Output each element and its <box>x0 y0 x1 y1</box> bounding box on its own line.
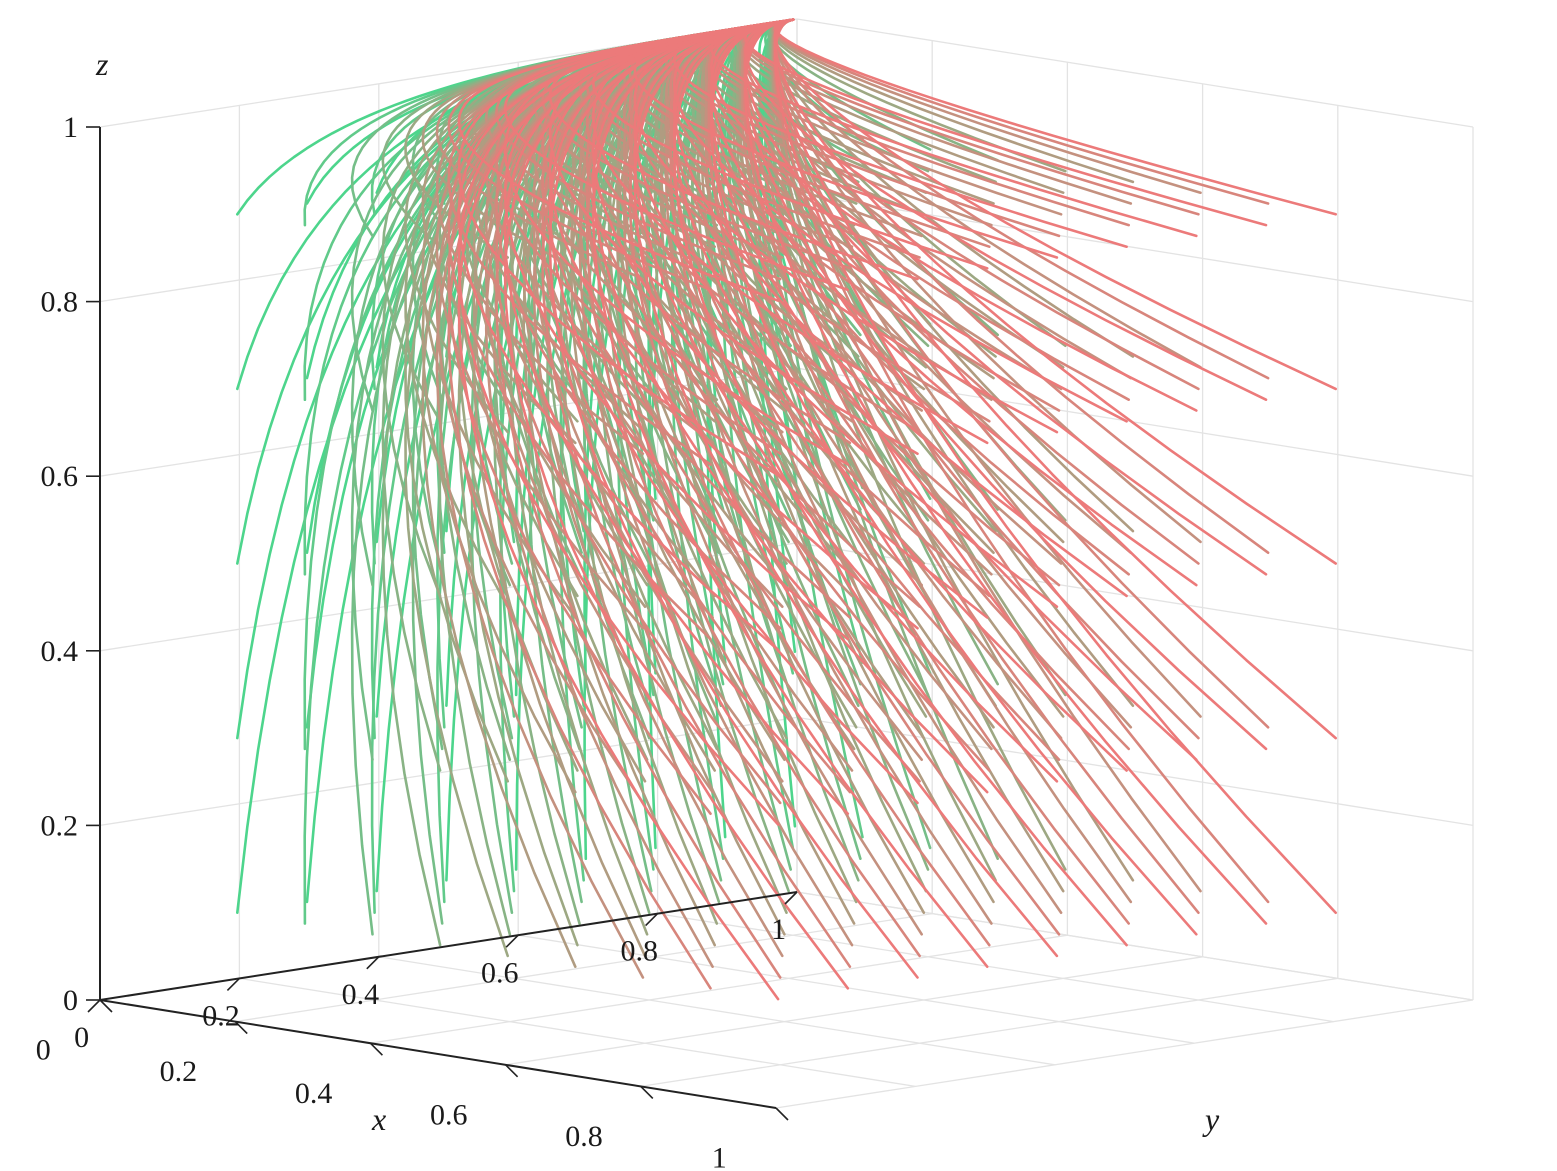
x-tick-label: 0.6 <box>430 1098 468 1131</box>
z-tick-label: 0.8 <box>41 286 79 319</box>
floor-grid-y <box>796 891 1474 1001</box>
y-tick-label: 0 <box>74 1021 89 1054</box>
y-tick <box>645 913 659 927</box>
y-axis-line <box>99 891 798 1001</box>
z-tick-label: 0.2 <box>41 809 79 842</box>
trajectories <box>236 18 1337 1001</box>
x-tick-label: 0.4 <box>295 1077 333 1110</box>
y-tick <box>505 934 519 948</box>
back-wall-grid-z <box>796 367 1474 477</box>
y-tick <box>226 977 240 991</box>
x-tick-label: 0.8 <box>565 1120 603 1153</box>
floor-grid-y <box>378 956 1055 1066</box>
back-wall-grid-z <box>796 716 1474 827</box>
z-tick-label: 1 <box>63 111 78 144</box>
x-axis-line <box>99 999 777 1109</box>
floor-grid-x <box>775 999 1474 1109</box>
back-wall-grid-z <box>796 192 1474 303</box>
y-tick-label: 0.8 <box>620 935 658 968</box>
trajectory <box>774 18 1337 216</box>
left-wall-grid-z <box>99 716 798 827</box>
floor-grid-y <box>657 912 1334 1023</box>
x-tick-label: 0.2 <box>160 1055 198 1088</box>
x-tick <box>369 1042 383 1056</box>
x-tick <box>505 1064 519 1078</box>
y-tick-label: 0.2 <box>202 1000 240 1033</box>
y-tick-label: 0.6 <box>481 956 519 989</box>
tick-labels: 0 000.20.20.20.40.40.40.60.60.60.80.80.81… <box>36 111 786 1171</box>
x-axis-label: x <box>371 1101 386 1137</box>
floor-grid-x <box>640 977 1338 1088</box>
x-tick <box>775 1107 789 1121</box>
x-tick-label: 1 <box>712 1142 727 1171</box>
floor-grid-x <box>235 912 933 1023</box>
z-axis-label: z <box>95 46 109 82</box>
floor-grid-x <box>370 934 1068 1044</box>
y-tick <box>87 999 101 1013</box>
y-tick <box>366 956 380 970</box>
z-tick-label: 0 <box>63 984 78 1017</box>
y-tick-label: 1 <box>771 913 786 946</box>
x-tick <box>640 1085 654 1099</box>
y-tick <box>784 891 798 905</box>
x-tick <box>234 1021 248 1035</box>
z-tick-label: 0.6 <box>41 460 79 493</box>
x-tick-label: 0 <box>36 1034 51 1067</box>
back-wall-grid-z <box>796 18 1474 128</box>
z-tick-label: 0.4 <box>41 635 79 668</box>
floor-grid-x <box>505 956 1203 1066</box>
y-axis-label: y <box>1202 1101 1220 1137</box>
floor-grid-y <box>239 977 916 1088</box>
axes <box>86 126 798 1121</box>
y-tick-label: 0.4 <box>342 978 380 1011</box>
x-tick <box>99 999 113 1013</box>
